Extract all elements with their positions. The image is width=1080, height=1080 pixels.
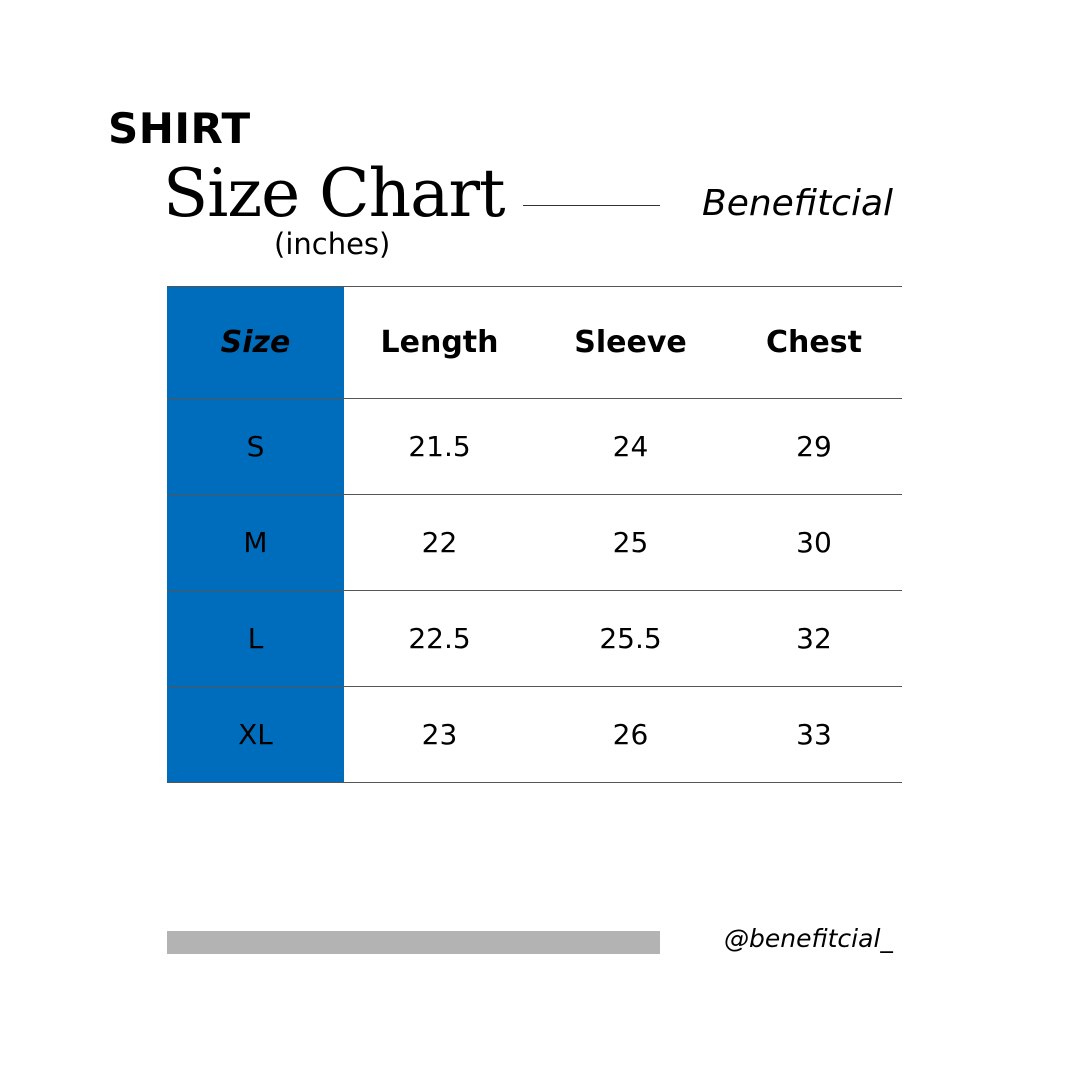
table-row: M 22 25 30 xyxy=(167,494,902,591)
column-header-length: Length xyxy=(344,286,535,399)
size-cell: L xyxy=(167,590,344,687)
footer-bar xyxy=(167,931,660,954)
size-table: Size Length Sleeve Chest S 21.5 24 29 M … xyxy=(167,286,902,783)
column-header-sleeve: Sleeve xyxy=(535,286,726,399)
social-handle: @benefitcial_ xyxy=(724,924,893,953)
sleeve-cell: 26 xyxy=(535,686,726,783)
sleeve-cell: 25.5 xyxy=(535,590,726,687)
column-header-chest: Chest xyxy=(726,286,902,399)
size-cell: XL xyxy=(167,686,344,783)
chest-cell: 30 xyxy=(726,494,902,591)
column-header-size: Size xyxy=(167,286,344,399)
size-cell: S xyxy=(167,398,344,495)
size-cell: M xyxy=(167,494,344,591)
table-row: XL 23 26 33 xyxy=(167,686,902,783)
length-cell: 23 xyxy=(344,686,535,783)
table-row: L 22.5 25.5 32 xyxy=(167,590,902,687)
brand-name: Benefitcial xyxy=(702,183,894,224)
length-cell: 22 xyxy=(344,494,535,591)
chart-title: Size Chart xyxy=(163,155,506,232)
sleeve-cell: 24 xyxy=(535,398,726,495)
title-divider xyxy=(523,205,660,206)
chest-cell: 29 xyxy=(726,398,902,495)
table-header-row: Size Length Sleeve Chest xyxy=(167,286,902,399)
table-row: S 21.5 24 29 xyxy=(167,398,902,495)
length-cell: 22.5 xyxy=(344,590,535,687)
chest-cell: 32 xyxy=(726,590,902,687)
sleeve-cell: 25 xyxy=(535,494,726,591)
units-label: (inches) xyxy=(274,227,391,261)
chest-cell: 33 xyxy=(726,686,902,783)
product-label: SHIRT xyxy=(108,104,251,153)
length-cell: 21.5 xyxy=(344,398,535,495)
